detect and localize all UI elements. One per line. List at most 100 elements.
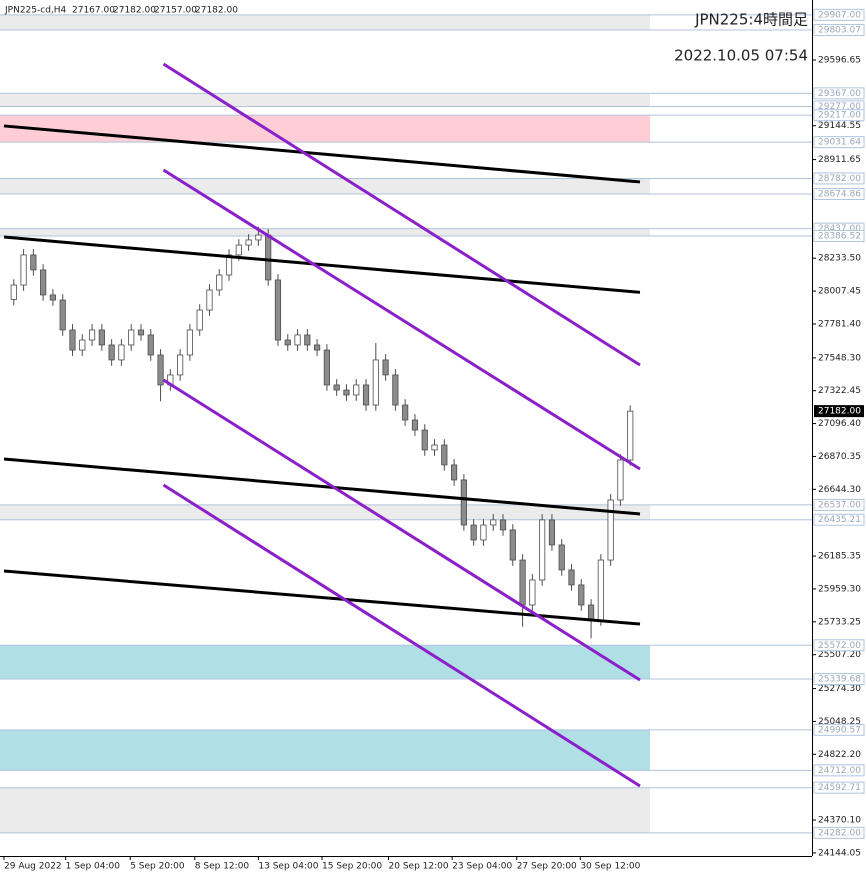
y-tick-label: 25507.20 [818,650,861,660]
header-open: 27167.00 [72,6,115,16]
header-high: 27182.00 [113,6,156,16]
candle-body [128,329,135,346]
header-close: 27182.00 [195,6,238,16]
candle-body [177,354,184,376]
candle-body [255,234,262,241]
candle-body [617,459,624,501]
candle-body [40,269,47,296]
level-label-box [813,513,865,526]
trendline [162,483,641,788]
candle-body [69,329,76,351]
y-tick-label: 26185.35 [818,552,861,562]
candle-body [627,410,634,461]
y-tick-label: 29144.55 [818,121,861,131]
y-tick-label: 27096.40 [818,419,861,429]
level-label-box [813,8,865,21]
level-label-box [813,109,865,122]
candle-body [558,544,565,571]
level-label: 26435.21 [818,515,861,525]
candle-body [314,344,321,351]
current-price-label: 27182.00 [818,407,861,417]
level-label: 28437.00 [818,224,861,234]
level-label-box [813,229,865,242]
y-tick-label: 27548.30 [818,353,861,363]
y-tick-label: 27781.40 [818,319,861,329]
zone [0,93,650,107]
level-label: 25339.68 [818,675,861,685]
y-tick-label: 24822.20 [818,750,861,760]
zone [0,115,650,143]
candle-body [421,429,428,451]
candle-body [509,529,516,561]
x-tick-label: 27 Sep 20:00 [517,862,577,872]
candle-body [333,384,340,391]
candle-body [607,499,614,561]
candle-body [196,309,203,331]
level-label-box [813,172,865,185]
zone [0,729,650,771]
candle-body [402,404,409,421]
y-tick-label: 26870.35 [818,452,861,462]
candle-body [235,244,242,256]
trendline [162,378,641,682]
candle-body [284,339,291,346]
level-label: 28782.00 [818,174,861,184]
y-tick-label: 29596.65 [818,55,861,65]
candle-body [294,334,301,346]
level-label: 24592.71 [818,783,861,793]
candle-body [587,604,595,621]
candle-body [441,444,448,466]
trendline [3,569,641,626]
candle-body [480,524,487,541]
trendline [162,62,641,367]
y-tick-label: 27322.45 [818,386,861,396]
x-tick-label: 1 Sep 04:00 [66,862,121,872]
candle-body [597,559,604,621]
candle-body [108,344,115,361]
level-label: 29031.64 [818,138,861,148]
candle-body [274,279,282,341]
x-tick-label: 13 Sep 04:00 [258,862,318,872]
level-label: 29367.00 [818,89,861,99]
candle-body [353,384,360,396]
level-label-box [813,781,865,794]
candle-body [539,519,546,581]
level-label: 29217.00 [818,111,861,121]
y-tick-label: 24370.10 [818,816,861,826]
zone [0,14,650,30]
level-label: 24712.00 [818,766,861,776]
symbol: JPN225-cd,H4 [4,6,67,16]
candle-body [323,349,330,386]
zone [0,228,650,236]
candle-body [186,329,193,356]
x-tick-label: 20 Sep 12:00 [389,862,449,872]
y-tick-label: 25048.25 [818,717,861,727]
candle-body [157,354,164,386]
candle-body [137,329,145,336]
candle-body [225,254,233,276]
candle-body [411,419,419,431]
candle-body [265,234,272,281]
level-label: 24282.00 [818,828,861,838]
y-tick-label: 25733.25 [818,617,861,627]
header-low: 27157.00 [154,6,197,16]
y-tick-label: 28911.65 [818,155,861,165]
candle-body [10,284,17,300]
level-label-box [813,723,865,736]
y-tick-label: 28233.50 [818,254,861,264]
level-label: 26537.00 [818,500,861,510]
y-tick-label: 25959.30 [818,584,861,594]
zone [0,504,650,520]
zone [0,645,650,680]
level-label: 29803.07 [818,25,861,35]
candle-body [49,294,57,301]
chart-title: JPN225:4時間足 [694,11,808,29]
trendline [3,457,641,516]
candle-body [59,299,66,331]
y-tick-label: 25274.30 [818,684,861,694]
candle-body [147,334,154,356]
x-tick-label: 8 Sep 12:00 [195,862,250,872]
candle-body [470,524,477,541]
level-label: 29277.00 [818,102,861,112]
